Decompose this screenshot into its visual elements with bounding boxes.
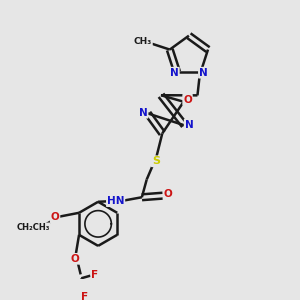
Text: N: N [170,68,179,78]
Text: N: N [184,120,194,130]
Text: O: O [71,254,80,264]
Text: HN: HN [107,196,124,206]
Text: CH₂CH₃: CH₂CH₃ [16,223,50,232]
Text: O: O [183,95,192,105]
Text: O: O [51,212,59,222]
Text: S: S [152,156,160,166]
Text: F: F [81,292,88,300]
Text: O: O [164,189,172,199]
Text: N: N [199,68,208,78]
Text: CH₃: CH₃ [134,37,152,46]
Text: N: N [139,108,148,118]
Text: F: F [92,270,98,280]
